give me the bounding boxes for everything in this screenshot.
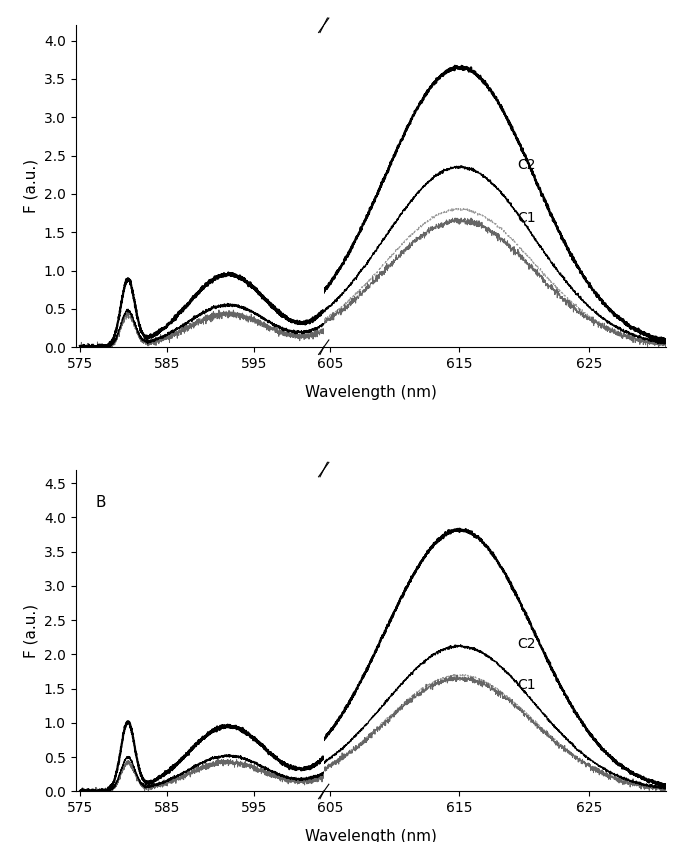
Text: C2: C2 <box>518 157 536 172</box>
Y-axis label: F (a.u.): F (a.u.) <box>23 604 38 658</box>
Text: C2: C2 <box>518 637 536 651</box>
Text: C1: C1 <box>518 679 537 692</box>
Text: Wavelength (nm): Wavelength (nm) <box>305 385 437 400</box>
Text: C1: C1 <box>518 211 537 226</box>
Text: Wavelength (nm): Wavelength (nm) <box>305 829 437 842</box>
Y-axis label: F (a.u.): F (a.u.) <box>23 159 38 213</box>
Text: B: B <box>95 495 106 510</box>
